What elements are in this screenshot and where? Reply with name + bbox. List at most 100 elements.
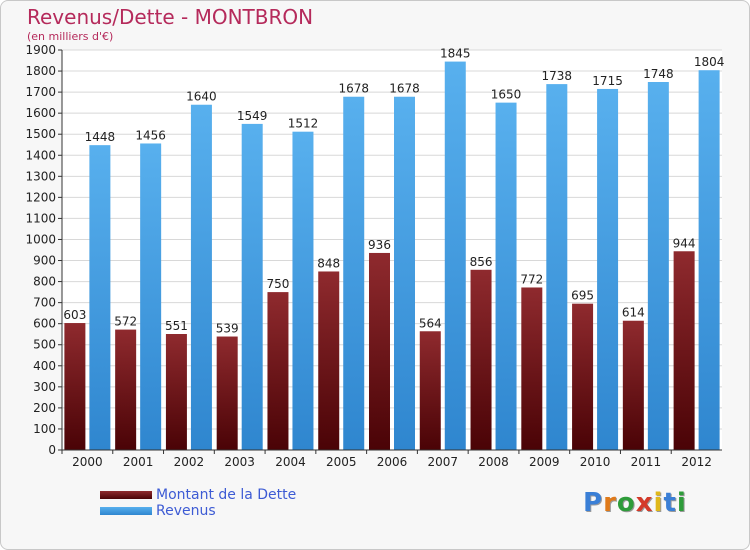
data-label-dette: 772 xyxy=(520,272,543,286)
data-label-revenus: 1804 xyxy=(694,55,725,69)
data-label-revenus: 1512 xyxy=(288,117,319,131)
y-tick-label: 1500 xyxy=(25,127,56,141)
x-tick-label: 2009 xyxy=(529,455,560,469)
proxiti-logo: Proxiti xyxy=(583,488,687,518)
y-tick-label: 1600 xyxy=(25,106,56,120)
logo-letter: t xyxy=(663,488,677,518)
data-label-revenus: 1715 xyxy=(592,74,623,88)
y-tick-label: 0 xyxy=(48,443,56,457)
chart-title: Revenus/Dette - MONTBRON xyxy=(27,5,314,29)
x-tick-label: 2006 xyxy=(377,455,408,469)
bar-revenus xyxy=(89,145,111,450)
y-tick-label: 300 xyxy=(33,380,56,394)
logo-letter: i xyxy=(653,488,664,518)
data-label-dette: 695 xyxy=(571,289,594,303)
y-tick-label: 600 xyxy=(33,317,56,331)
legend-label-dette: Montant de la Dette xyxy=(156,487,297,503)
legend-swatch-dette xyxy=(100,491,152,499)
bar-dette xyxy=(622,320,644,450)
bar-revenus xyxy=(444,61,466,450)
data-label-revenus: 1678 xyxy=(338,82,369,96)
data-label-dette: 564 xyxy=(419,316,442,330)
y-tick-label: 1900 xyxy=(25,43,56,57)
legend-item-revenus: Revenus xyxy=(100,503,296,519)
legend-label-revenus: Revenus xyxy=(156,503,216,519)
x-tick-label: 2010 xyxy=(580,455,611,469)
logo-letter: r xyxy=(603,488,617,518)
y-tick-label: 1200 xyxy=(25,190,56,204)
bar-revenus xyxy=(292,131,314,450)
bar-revenus xyxy=(597,88,619,451)
bar-revenus xyxy=(140,143,162,450)
bar-dette xyxy=(470,269,492,450)
y-tick-label: 500 xyxy=(33,338,56,352)
data-label-revenus: 1650 xyxy=(491,88,522,102)
data-label-revenus: 1640 xyxy=(186,90,217,104)
legend: Montant de la Dette Revenus xyxy=(100,487,296,519)
x-tick-label: 2004 xyxy=(275,455,306,469)
data-label-dette: 944 xyxy=(673,236,696,250)
logo-letter: x xyxy=(635,488,654,518)
chart-subtitle: (en milliers d'€) xyxy=(27,30,114,43)
data-label-dette: 750 xyxy=(267,277,290,291)
bar-dette xyxy=(521,287,543,450)
bar-dette xyxy=(165,334,187,450)
bar-dette xyxy=(318,271,340,450)
bar-revenus xyxy=(546,84,568,451)
y-tick-label: 1400 xyxy=(25,148,56,162)
bar-revenus xyxy=(190,104,212,450)
data-label-dette: 614 xyxy=(622,306,645,320)
data-label-dette: 551 xyxy=(165,319,188,333)
bars xyxy=(64,61,720,451)
y-tick-label: 800 xyxy=(33,275,56,289)
x-tick-label: 2007 xyxy=(427,455,458,469)
y-tick-label: 400 xyxy=(33,359,56,373)
x-tick-label: 2012 xyxy=(681,455,712,469)
y-tick-label: 700 xyxy=(33,296,56,310)
bar-revenus xyxy=(698,70,720,451)
y-tick-label: 1700 xyxy=(25,85,56,99)
data-label-dette: 572 xyxy=(114,315,137,329)
data-label-dette: 856 xyxy=(470,255,493,269)
bar-dette xyxy=(369,252,390,450)
x-tick-label: 2008 xyxy=(478,455,509,469)
data-label-dette: 603 xyxy=(63,308,86,322)
bar-revenus xyxy=(495,102,517,450)
data-label-revenus: 1456 xyxy=(135,128,166,142)
bar-dette xyxy=(115,329,137,450)
data-label-dette: 848 xyxy=(317,256,340,270)
y-tick-label: 100 xyxy=(33,422,56,436)
x-tick-label: 2003 xyxy=(224,455,255,469)
bar-dette xyxy=(216,336,238,450)
y-tick-label: 1300 xyxy=(25,169,56,183)
data-label-revenus: 1549 xyxy=(237,109,268,123)
data-label-dette: 936 xyxy=(368,238,391,252)
bar-dette xyxy=(673,251,695,450)
y-tick-label: 1800 xyxy=(25,64,56,78)
data-label-revenus: 1448 xyxy=(85,130,116,144)
data-label-revenus: 1678 xyxy=(389,82,420,96)
x-tick-label: 2005 xyxy=(326,455,357,469)
x-axis-tick-labels: 2000 2001 2002 2003 2004 2005 2006 2007 2008 2009… xyxy=(61,450,712,469)
bar-revenus xyxy=(647,82,669,450)
y-tick-label: 900 xyxy=(33,254,56,268)
x-tick-label: 2002 xyxy=(174,455,205,469)
y-tick-label: 1100 xyxy=(25,211,56,225)
data-label-revenus: 1845 xyxy=(440,47,471,61)
bar-revenus xyxy=(343,96,365,450)
y-axis-tick-labels: 0 100 200 300 400 500 600 700 800 900 1000 1100 1200… xyxy=(25,43,56,457)
y-tick-label: 1000 xyxy=(25,232,56,246)
logo-letter: i xyxy=(676,488,687,518)
bar-dette xyxy=(419,331,441,450)
bar-dette xyxy=(64,323,86,450)
x-tick-label: 2001 xyxy=(123,455,154,469)
bar-dette xyxy=(267,292,289,450)
logo-letter: P xyxy=(583,488,604,518)
logo-letter: o xyxy=(616,488,636,518)
x-tick-label: 2011 xyxy=(631,455,662,469)
data-labels: 603 1448 572 1456 551 1640 539 1549 750 1512 848 16… xyxy=(63,47,724,336)
x-tick-label: 2000 xyxy=(72,455,103,469)
bar-dette xyxy=(572,303,594,450)
data-label-dette: 539 xyxy=(216,322,239,336)
